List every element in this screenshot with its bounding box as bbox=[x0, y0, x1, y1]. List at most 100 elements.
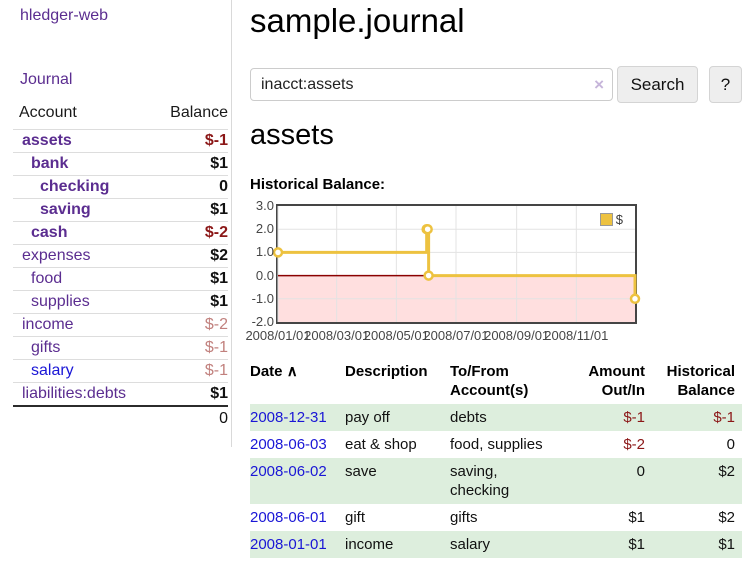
sort-ascending-icon: ∧ bbox=[287, 363, 298, 380]
register-row: 2008-06-01 giftgifts$1$2 bbox=[250, 504, 742, 531]
legend-label: $ bbox=[616, 212, 623, 227]
transaction-accounts: debts bbox=[450, 404, 550, 431]
register-header-balance: Historical Balance bbox=[645, 360, 742, 404]
account-row: liabilities:debts $1 bbox=[13, 383, 228, 407]
register-header-accounts: To/From Account(s) bbox=[450, 360, 550, 404]
transaction-balance: 0 bbox=[645, 431, 742, 458]
transaction-accounts: salary bbox=[450, 531, 550, 558]
account-balance: $-1 bbox=[155, 360, 228, 383]
transaction-description: gift bbox=[345, 504, 450, 531]
account-row: food $1 bbox=[13, 268, 228, 291]
y-axis-tick-label: 3.0 bbox=[250, 198, 274, 213]
accounts-header-account: Account bbox=[13, 100, 155, 130]
transaction-balance: $2 bbox=[645, 504, 742, 531]
transaction-date-link[interactable]: 2008-12-31 bbox=[250, 409, 327, 426]
transaction-amount: $-1 bbox=[550, 404, 645, 431]
accounts-table: Account Balance assets$-1bank$1checking0… bbox=[13, 100, 228, 431]
chart-plot-area[interactable]: $ bbox=[276, 204, 637, 324]
chart-title: Historical Balance: bbox=[250, 176, 385, 193]
account-balance: $1 bbox=[155, 199, 228, 222]
register-row: 2008-01-01incomesalary$1$1 bbox=[250, 531, 742, 558]
account-row: bank$1 bbox=[13, 153, 228, 176]
transaction-date-link[interactable]: 2008-06-02 bbox=[250, 463, 327, 480]
accounts-header-row: Account Balance bbox=[13, 100, 228, 130]
register-table: Date ∧ Description To/From Account(s) Am… bbox=[250, 360, 742, 558]
accounts-total-row: 0 bbox=[13, 406, 228, 431]
accounts-header-balance: Balance bbox=[155, 100, 228, 130]
transaction-balance: $-1 bbox=[645, 404, 742, 431]
x-axis-tick-label: 2008/11/01 bbox=[536, 328, 616, 343]
y-axis-tick-label: 0.0 bbox=[250, 268, 274, 283]
account-row: saving $1 bbox=[13, 199, 228, 222]
account-row: income $-2 bbox=[13, 314, 228, 337]
transaction-description: save bbox=[345, 458, 450, 504]
account-balance: $1 bbox=[155, 268, 228, 291]
account-row: salary $-1 bbox=[13, 360, 228, 383]
transaction-description: pay off bbox=[345, 404, 450, 431]
account-link[interactable]: saving bbox=[40, 201, 91, 218]
sidebar-item-journal[interactable]: Journal bbox=[20, 71, 72, 89]
page-title: sample.journal bbox=[250, 2, 465, 40]
account-row: checking 0 bbox=[13, 176, 228, 199]
account-link[interactable]: income bbox=[22, 316, 74, 333]
account-link[interactable]: expenses bbox=[22, 247, 91, 264]
main-content: sample.journal × Search ? assets Histori… bbox=[250, 0, 742, 582]
legend-swatch-icon bbox=[600, 213, 613, 226]
chart-legend: $ bbox=[598, 211, 625, 228]
account-balance: $-2 bbox=[155, 314, 228, 337]
account-link[interactable]: gifts bbox=[31, 339, 60, 356]
account-balance: $-2 bbox=[155, 222, 228, 245]
search-input[interactable] bbox=[250, 68, 613, 101]
register-row: 2008-12-31pay offdebts$-1$-1 bbox=[250, 404, 742, 431]
register-header-row: Date ∧ Description To/From Account(s) Am… bbox=[250, 360, 742, 404]
transaction-date-link[interactable]: 2008-06-01 bbox=[250, 509, 327, 526]
transaction-amount: 0 bbox=[550, 458, 645, 504]
search-button[interactable]: Search bbox=[617, 66, 698, 103]
account-link[interactable]: bank bbox=[31, 155, 68, 172]
account-balance: $-1 bbox=[155, 337, 228, 360]
account-balance: $1 bbox=[155, 291, 228, 314]
transaction-accounts: food, supplies bbox=[450, 431, 550, 458]
sidebar: hledger-web Journal Account Balance asse… bbox=[0, 0, 232, 447]
transaction-amount: $1 bbox=[550, 504, 645, 531]
account-row: supplies $1 bbox=[13, 291, 228, 314]
transaction-description: eat & shop bbox=[345, 431, 450, 458]
hledger-web-app: hledger-web Journal Account Balance asse… bbox=[0, 0, 742, 582]
transaction-amount: $1 bbox=[550, 531, 645, 558]
y-axis-tick-label: -1.0 bbox=[250, 291, 274, 306]
transaction-date-link[interactable]: 2008-06-03 bbox=[250, 436, 327, 453]
transaction-date-link[interactable]: 2008-01-01 bbox=[250, 536, 327, 553]
account-link[interactable]: checking bbox=[40, 178, 109, 195]
transaction-accounts: saving, checking bbox=[450, 458, 550, 504]
clear-search-icon[interactable]: × bbox=[594, 75, 604, 95]
y-axis-tick-label: 1.0 bbox=[250, 244, 274, 259]
y-axis-tick-label: -2.0 bbox=[250, 314, 274, 329]
search-box: × bbox=[250, 68, 613, 101]
account-balance: $2 bbox=[155, 245, 228, 268]
search-form: × Search ? bbox=[250, 66, 742, 104]
account-row: cash $-2 bbox=[13, 222, 228, 245]
accounts-total-value: 0 bbox=[13, 406, 228, 431]
register-row: 2008-06-02savesaving, checking0$2 bbox=[250, 458, 742, 504]
account-balance: $-1 bbox=[155, 130, 228, 153]
account-link[interactable]: liabilities:debts bbox=[22, 385, 126, 402]
account-link[interactable]: salary bbox=[31, 362, 74, 379]
transaction-amount: $-2 bbox=[550, 431, 645, 458]
transaction-accounts: gifts bbox=[450, 504, 550, 531]
y-axis-tick-label: 2.0 bbox=[250, 221, 274, 236]
account-row: expenses $2 bbox=[13, 245, 228, 268]
brand-link[interactable]: hledger-web bbox=[20, 7, 108, 25]
account-balance: 0 bbox=[155, 176, 228, 199]
account-row: assets $-1 bbox=[13, 130, 228, 153]
account-link[interactable]: cash bbox=[31, 224, 67, 241]
account-link[interactable]: food bbox=[31, 270, 62, 287]
account-link[interactable]: assets bbox=[22, 132, 72, 149]
register-header-description: Description bbox=[345, 360, 450, 404]
account-link[interactable]: supplies bbox=[31, 293, 90, 310]
account-row: gifts $-1 bbox=[13, 337, 228, 360]
help-button[interactable]: ? bbox=[709, 66, 742, 103]
account-balance: $1 bbox=[155, 383, 228, 407]
transaction-description: income bbox=[345, 531, 450, 558]
register-row: 2008-06-03 eat & shopfood, supplies$-20 bbox=[250, 431, 742, 458]
transaction-balance: $1 bbox=[645, 531, 742, 558]
